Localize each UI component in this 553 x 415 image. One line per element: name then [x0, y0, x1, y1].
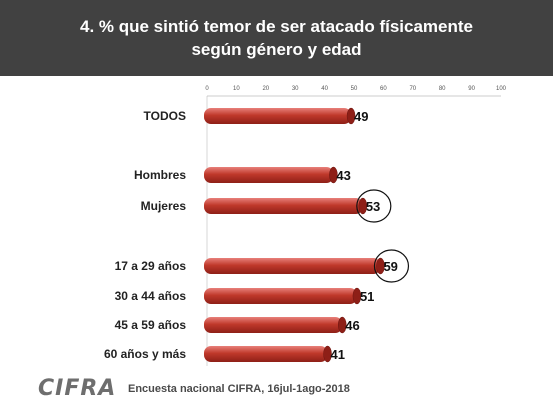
- x-tick-label: 40: [321, 86, 328, 92]
- bar-end-cap: [329, 166, 338, 184]
- x-tick-label: 90: [468, 86, 475, 92]
- chart-title-line-1: 4. % que sintió temor de ser atacado fís…: [79, 17, 474, 36]
- bar-end-cap: [323, 345, 332, 363]
- x-tick-label: 10: [233, 86, 240, 92]
- bar: [204, 167, 334, 183]
- value-label: 41: [331, 347, 345, 362]
- x-tick-label: 70: [409, 86, 416, 92]
- value-label: 46: [345, 318, 359, 333]
- x-tick-label: 60: [380, 86, 387, 92]
- highlight-circle: [373, 249, 410, 283]
- bar-chart: 0 10 20 30 40 50 60 70 80 90 100 TODOS 49 Hombres 43 Mu…: [104, 86, 507, 366]
- highlight-circle: [356, 189, 392, 223]
- bar: [204, 198, 363, 214]
- value-label: 49: [354, 109, 368, 124]
- bar: [204, 346, 328, 362]
- x-tick-label: 80: [439, 86, 446, 92]
- bar-end-cap: [358, 197, 368, 215]
- value-label: 59: [383, 259, 397, 274]
- chart-title-line-2: según género y edad: [191, 40, 362, 59]
- category-label: 45 a 59 años: [115, 318, 187, 332]
- cifra-logo: CIFRA: [38, 376, 117, 401]
- bar-end-cap: [346, 107, 356, 125]
- category-label: 60 años y más: [104, 347, 186, 361]
- bar-end-cap: [352, 287, 362, 305]
- value-label: 43: [336, 168, 350, 183]
- category-label: Hombres: [134, 168, 186, 182]
- value-label: 53: [366, 199, 380, 214]
- bar: [204, 288, 357, 304]
- bar-end-cap: [376, 257, 385, 275]
- bar: [204, 258, 381, 274]
- x-tick-label: 30: [292, 86, 299, 92]
- value-label: 51: [360, 289, 374, 304]
- category-label: 17 a 29 años: [115, 259, 187, 273]
- bar: [204, 108, 352, 124]
- x-tick-label: 50: [351, 86, 358, 92]
- category-label: 30 a 44 años: [115, 289, 187, 303]
- bar: [204, 317, 343, 333]
- x-tick-label: 100: [496, 86, 507, 92]
- chart-title-banner: 4. % que sintió temor de ser atacado fís…: [0, 0, 553, 76]
- category-label: TODOS: [144, 109, 186, 123]
- source-note: Encuesta nacional CIFRA, 16jul-1ago-2018: [128, 383, 350, 395]
- x-tick-label: 0: [205, 86, 209, 92]
- category-label: Mujeres: [141, 199, 187, 213]
- footer: CIFRA Encuesta nacional CIFRA, 16jul-1ag…: [0, 370, 553, 410]
- x-tick-label: 20: [262, 86, 269, 92]
- bar-end-cap: [337, 316, 347, 334]
